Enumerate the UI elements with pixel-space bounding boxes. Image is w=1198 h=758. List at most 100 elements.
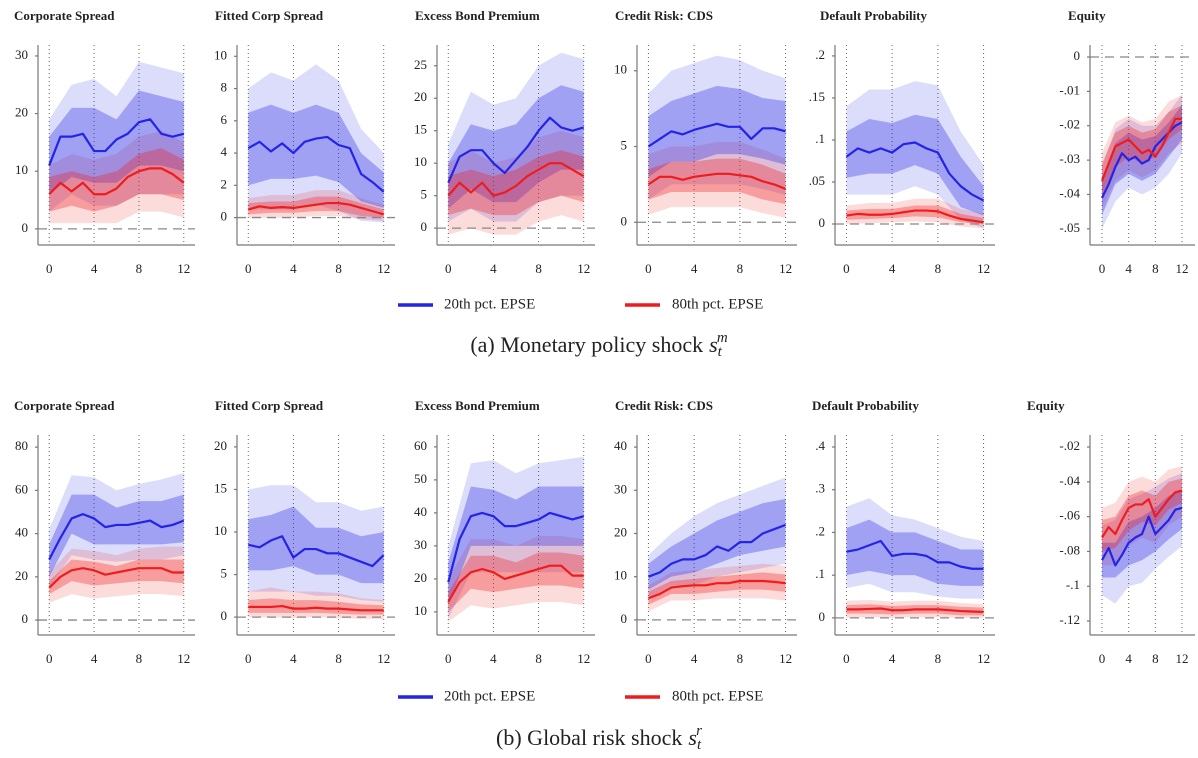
chart-title: Fitted Corp Spread <box>215 398 324 413</box>
x-tick-label: 8 <box>935 261 942 276</box>
outer-band <box>448 130 584 235</box>
chart-title: Equity <box>1027 398 1065 413</box>
series-line <box>647 122 786 148</box>
outer-band <box>248 587 384 619</box>
x-tick-label: 8 <box>335 261 342 276</box>
caption-sup: m <box>717 330 728 346</box>
legend-label: 80th pct. EPSE <box>672 296 763 312</box>
chart-title: Excess Bond Premium <box>415 398 540 413</box>
x-tick-label: 12 <box>177 651 190 666</box>
series-line <box>447 511 585 583</box>
outer-band <box>648 477 786 599</box>
y-tick-label: .15 <box>809 89 825 104</box>
y-tick-label: 40 <box>15 525 28 540</box>
inner-band <box>448 486 584 606</box>
series-line <box>248 535 385 568</box>
outer-band <box>49 130 184 224</box>
outer-band <box>248 64 384 223</box>
y-tick-label: -.08 <box>1059 542 1080 557</box>
y-tick-label: 30 <box>15 47 28 62</box>
y-tick-label: .2 <box>815 523 825 538</box>
caption-label: (a) Monetary policy shock <box>470 332 703 357</box>
y-tick-label: 0 <box>421 219 428 234</box>
chart-title: Corporate Spread <box>14 8 115 23</box>
y-tick-label: 10 <box>614 62 627 77</box>
inner-band <box>49 90 184 195</box>
outer-band <box>648 563 786 612</box>
y-tick-label: -.02 <box>1059 117 1080 132</box>
x-tick-label: 0 <box>445 261 452 276</box>
series-line <box>846 209 984 224</box>
x-tick-label: 8 <box>1152 261 1159 276</box>
x-tick-label: 12 <box>177 261 190 276</box>
y-tick-label: 4 <box>221 144 228 159</box>
inner-band <box>648 498 786 590</box>
outer-band <box>448 535 584 622</box>
x-tick-label: 8 <box>737 261 744 276</box>
series-line <box>648 523 786 578</box>
series-line <box>247 201 385 216</box>
inner-band <box>1102 105 1182 216</box>
y-tick-label: -.05 <box>1059 220 1080 235</box>
x-tick-label: 0 <box>445 651 452 666</box>
x-tick-label: 4 <box>290 261 297 276</box>
inner-band <box>648 85 786 177</box>
series-line <box>48 167 185 196</box>
x-tick-label: 0 <box>843 651 850 666</box>
inner-band <box>448 85 584 209</box>
x-tick-label: 0 <box>1099 261 1106 276</box>
y-tick-label: 5 <box>421 187 428 202</box>
caption-symbol: s <box>688 725 697 750</box>
outer-band <box>1102 94 1182 209</box>
legend-label: 80th pct. EPSE <box>672 688 763 704</box>
y-tick-label: 30 <box>414 537 427 552</box>
x-tick-label: 4 <box>91 651 98 666</box>
x-tick-label: 0 <box>1099 651 1106 666</box>
y-tick-label: 20 <box>15 568 28 583</box>
series-line <box>48 513 185 561</box>
y-tick-label: 25 <box>414 57 427 72</box>
series-line <box>447 116 585 184</box>
y-tick-label: 0 <box>621 213 628 228</box>
series-line <box>1101 506 1183 567</box>
inner-band <box>248 104 384 208</box>
y-tick-label: 0 <box>819 215 826 230</box>
y-tick-label: 0 <box>221 608 228 623</box>
series-line <box>1101 489 1183 539</box>
inner-band <box>248 196 384 218</box>
y-tick-label: 20 <box>214 438 227 453</box>
outer-band <box>448 456 584 619</box>
x-tick-label: 12 <box>977 261 990 276</box>
y-tick-label: .2 <box>815 47 825 62</box>
outer-band <box>1102 466 1182 566</box>
x-tick-label: 8 <box>335 651 342 666</box>
x-tick-label: 4 <box>691 651 698 666</box>
caption-sup: r <box>696 723 702 739</box>
x-tick-label: 0 <box>46 261 53 276</box>
outer-band <box>49 546 184 603</box>
y-tick-label: -.03 <box>1059 151 1080 166</box>
caption-label: (b) Global risk shock <box>496 725 682 750</box>
legend-label: 20th pct. EPSE <box>444 688 535 704</box>
y-tick-label: 10 <box>414 154 427 169</box>
y-tick-label: 40 <box>614 438 627 453</box>
y-tick-label: .4 <box>815 438 825 453</box>
y-tick-label: 5 <box>221 566 228 581</box>
outer-band <box>648 55 786 200</box>
x-tick-label: 0 <box>46 651 53 666</box>
x-tick-label: 4 <box>889 651 896 666</box>
y-tick-label: 2 <box>221 176 228 191</box>
y-tick-label: -.1 <box>1066 577 1080 592</box>
y-tick-label: 5 <box>621 137 628 152</box>
y-tick-label: 15 <box>414 122 427 137</box>
y-tick-label: 10 <box>214 523 227 538</box>
outer-band <box>846 498 984 599</box>
x-tick-label: 12 <box>577 651 590 666</box>
chart-title: Excess Bond Premium <box>415 8 540 23</box>
outer-band <box>49 473 184 588</box>
x-tick-label: 4 <box>91 261 98 276</box>
inner-band <box>448 552 584 612</box>
series-line <box>845 141 985 202</box>
y-tick-label: 6 <box>221 112 228 127</box>
